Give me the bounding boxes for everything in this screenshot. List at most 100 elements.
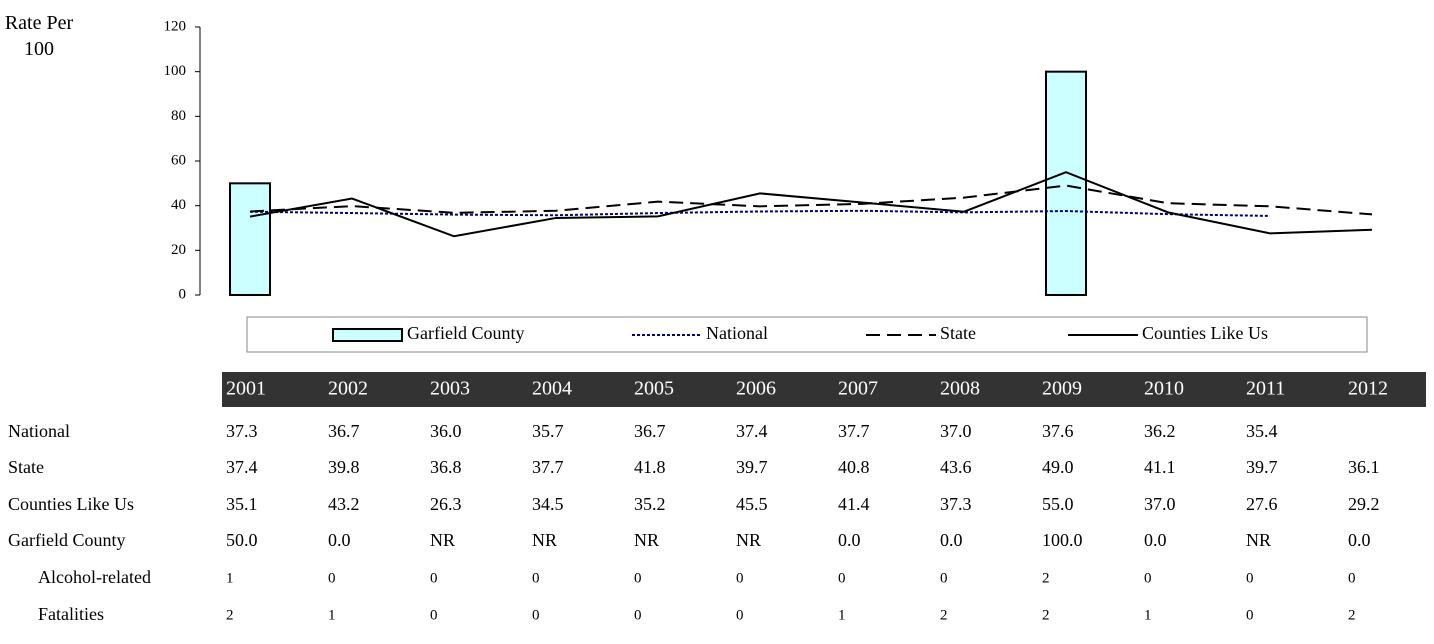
table-header: 2011 — [1246, 378, 1285, 400]
table-cell: 0 — [1246, 570, 1254, 586]
table-cell: 1 — [226, 570, 234, 586]
table-header: 2001 — [226, 378, 266, 400]
table-cell: 0 — [940, 570, 948, 586]
legend-label: Counties Like Us — [1142, 323, 1268, 343]
table-cell: 40.8 — [838, 457, 870, 477]
legend-swatch — [332, 328, 403, 342]
table-cell: 41.8 — [634, 457, 666, 477]
row-label: Garfield County — [8, 530, 125, 550]
table-cell: 37.6 — [1042, 421, 1074, 441]
table-header: 2002 — [328, 378, 368, 400]
table-cell: 1 — [1144, 607, 1152, 623]
table-header: 2006 — [736, 378, 776, 400]
table-header: 2008 — [940, 378, 980, 400]
table-cell: 50.0 — [226, 530, 258, 550]
table-cell: 55.0 — [1042, 494, 1074, 514]
row-label: State — [8, 457, 44, 477]
table-cell: 35.7 — [532, 421, 564, 441]
table-cell: 0 — [430, 607, 438, 623]
row-label: Alcohol-related — [38, 567, 151, 587]
table-cell: 35.1 — [226, 494, 258, 514]
table-cell: 35.4 — [1246, 421, 1278, 441]
table-cell: 2 — [940, 607, 948, 623]
table-cell: 1 — [838, 607, 846, 623]
table-cell: 0.0 — [838, 530, 861, 550]
legend-label: National — [706, 323, 768, 343]
table-cell: 0 — [532, 570, 540, 586]
table-cell: 43.6 — [940, 457, 972, 477]
table-cell: 37.4 — [226, 457, 258, 477]
table-cell: NR — [736, 530, 761, 550]
table-cell: 39.7 — [736, 457, 768, 477]
table-cell: 0 — [1246, 607, 1254, 623]
table-cell: 39.8 — [328, 457, 360, 477]
table-cell: 0 — [532, 607, 540, 623]
table-header: 2003 — [430, 378, 470, 400]
table-cell: 0 — [838, 570, 846, 586]
y-tick-label: 60 — [171, 152, 186, 168]
table-cell: 1 — [328, 607, 336, 623]
table-cell: 0.0 — [328, 530, 351, 550]
table-header-bg — [222, 372, 1426, 407]
table-cell: 35.2 — [634, 494, 666, 514]
table-cell: 36.8 — [430, 457, 462, 477]
table-header: 2009 — [1042, 378, 1082, 400]
table-cell: 0 — [430, 570, 438, 586]
table-cell: 0 — [736, 607, 744, 623]
table-cell: 0.0 — [1348, 530, 1371, 550]
table-cell: 27.6 — [1246, 494, 1278, 514]
y-label-box: Rate Per 100 — [4, 12, 74, 60]
table-cell: 37.0 — [940, 421, 972, 441]
table-cell: 0 — [1144, 570, 1152, 586]
y-tick-label: 80 — [171, 108, 186, 124]
legend-label: Garfield County — [407, 323, 524, 343]
y-tick-label: 100 — [164, 63, 187, 79]
table-cell: 36.7 — [328, 421, 360, 441]
table-cell: 0 — [1348, 570, 1356, 586]
table-cell: 37.0 — [1144, 494, 1176, 514]
table-cell: 37.7 — [838, 421, 870, 441]
table-cell: 37.7 — [532, 457, 564, 477]
table-cell: 0 — [736, 570, 744, 586]
legend-label: State — [940, 323, 976, 343]
table-cell: 100.0 — [1042, 530, 1083, 550]
table-cell: 37.3 — [940, 494, 972, 514]
row-label: Counties Like Us — [8, 494, 134, 514]
table-cell: 37.4 — [736, 421, 768, 441]
table-cell: 39.7 — [1246, 457, 1278, 477]
table-cell: 0.0 — [1144, 530, 1167, 550]
table-cell: 2 — [1348, 607, 1356, 623]
y-tick-label: 20 — [171, 242, 186, 258]
table-cell: 26.3 — [430, 494, 462, 514]
table-cell: 0.0 — [940, 530, 963, 550]
table-cell: 36.0 — [430, 421, 462, 441]
table-header: 2010 — [1144, 378, 1184, 400]
table-cell: 0 — [328, 570, 336, 586]
table-cell: 2 — [1042, 570, 1050, 586]
table-cell: 36.7 — [634, 421, 666, 441]
bar — [229, 182, 271, 296]
row-label: Fatalities — [38, 604, 104, 624]
y-tick-label: 120 — [164, 18, 187, 34]
table-cell: 2 — [1042, 607, 1050, 623]
y-axis-label: Rate Per 100 — [4, 12, 74, 60]
line-series — [249, 171, 1373, 238]
y-tick-label: 40 — [171, 197, 186, 213]
table-cell: 0 — [634, 607, 642, 623]
table-cell: 37.3 — [226, 421, 258, 441]
row-label: National — [8, 421, 70, 441]
table-cell: 2 — [226, 607, 234, 623]
table-cell: 29.2 — [1348, 494, 1380, 514]
table-cell: 36.1 — [1348, 457, 1380, 477]
table-header: 2004 — [532, 378, 572, 400]
table-cell: 41.1 — [1144, 457, 1176, 477]
table-cell: NR — [532, 530, 557, 550]
table-header: 2012 — [1348, 378, 1388, 400]
line-series — [249, 209, 1271, 217]
bar — [1045, 70, 1087, 296]
table-cell: 41.4 — [838, 494, 870, 514]
table-cell: 0 — [634, 570, 642, 586]
table-header: 2005 — [634, 378, 674, 400]
